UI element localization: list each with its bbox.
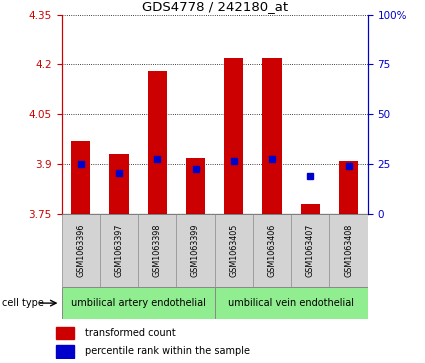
Text: transformed count: transformed count bbox=[85, 328, 176, 338]
Text: GSM1063396: GSM1063396 bbox=[76, 224, 85, 277]
Bar bbox=[62, 287, 215, 319]
Bar bbox=[56, 345, 74, 358]
Text: cell type: cell type bbox=[2, 298, 44, 308]
Bar bbox=[148, 71, 167, 214]
Text: umbilical artery endothelial: umbilical artery endothelial bbox=[71, 298, 206, 308]
Bar bbox=[224, 58, 243, 214]
Bar bbox=[56, 327, 74, 339]
Bar bbox=[71, 141, 90, 214]
Text: GSM1063405: GSM1063405 bbox=[229, 224, 238, 277]
Bar bbox=[186, 158, 205, 214]
Title: GDS4778 / 242180_at: GDS4778 / 242180_at bbox=[142, 0, 288, 13]
Bar bbox=[109, 154, 128, 214]
Bar bbox=[262, 58, 281, 214]
Text: GSM1063407: GSM1063407 bbox=[306, 224, 315, 277]
Text: umbilical vein endothelial: umbilical vein endothelial bbox=[228, 298, 354, 308]
Text: GSM1063398: GSM1063398 bbox=[153, 224, 162, 277]
Text: GSM1063399: GSM1063399 bbox=[191, 224, 200, 277]
Text: percentile rank within the sample: percentile rank within the sample bbox=[85, 346, 249, 356]
Text: GSM1063406: GSM1063406 bbox=[267, 224, 277, 277]
Bar bbox=[300, 204, 320, 214]
Bar bbox=[339, 161, 358, 214]
Text: GSM1063408: GSM1063408 bbox=[344, 224, 353, 277]
Bar bbox=[215, 287, 368, 319]
Text: GSM1063397: GSM1063397 bbox=[114, 224, 124, 277]
